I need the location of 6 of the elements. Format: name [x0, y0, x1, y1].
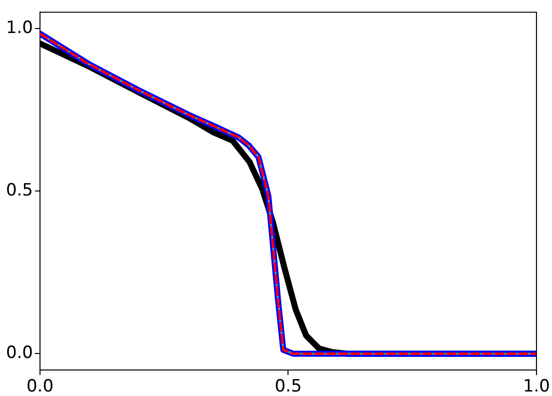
y-tick-label: 0.5	[6, 180, 33, 201]
x-tick-label: 1.0	[522, 376, 550, 396]
y-tick-label: 0.0	[6, 343, 33, 364]
x-tick-label: 0.5	[274, 376, 302, 396]
y-tick-label: 1.0	[6, 18, 33, 38]
x-tick-label: 0.0	[26, 376, 54, 396]
